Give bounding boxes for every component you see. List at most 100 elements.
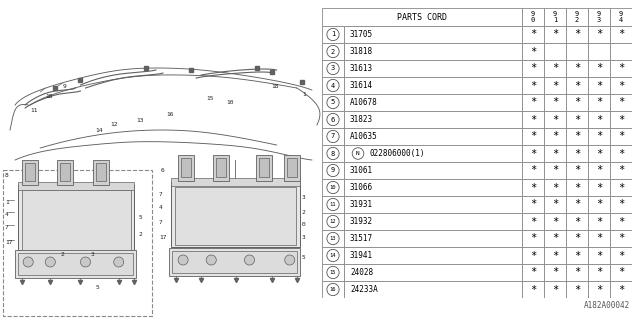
Text: 9
3: 9 3 <box>597 11 601 23</box>
Text: 8: 8 <box>331 150 335 156</box>
Text: *: * <box>574 217 580 227</box>
Bar <box>175 187 296 245</box>
Bar <box>344 196 522 213</box>
Text: 9
0: 9 0 <box>531 11 535 23</box>
Bar <box>544 128 566 145</box>
Bar <box>544 213 566 230</box>
Bar <box>588 179 610 196</box>
Text: *: * <box>596 268 602 277</box>
Bar <box>522 111 544 128</box>
Bar <box>22 160 38 185</box>
Text: *: * <box>596 251 602 260</box>
Text: *: * <box>552 148 558 158</box>
Text: *: * <box>530 217 536 227</box>
Text: 2: 2 <box>302 210 305 215</box>
Circle shape <box>327 232 339 244</box>
Text: 11: 11 <box>30 108 38 113</box>
Text: 15: 15 <box>330 270 336 275</box>
Bar <box>610 230 632 247</box>
Bar <box>284 155 300 181</box>
Bar <box>18 253 132 275</box>
Circle shape <box>206 255 216 265</box>
Bar <box>610 26 632 43</box>
Text: *: * <box>618 234 624 244</box>
Text: *: * <box>530 284 536 294</box>
Bar <box>3 170 152 316</box>
Bar <box>171 182 300 247</box>
Bar <box>522 264 544 281</box>
Bar <box>322 43 344 60</box>
Bar <box>344 128 522 145</box>
Bar <box>322 281 344 298</box>
Circle shape <box>327 96 339 108</box>
Text: 1: 1 <box>331 31 335 37</box>
Bar <box>566 60 588 77</box>
Bar <box>566 145 588 162</box>
Text: A182A00042: A182A00042 <box>584 301 630 310</box>
Text: *: * <box>530 81 536 91</box>
Bar <box>95 163 106 181</box>
Bar <box>322 145 344 162</box>
Bar <box>322 60 344 77</box>
Circle shape <box>327 198 339 211</box>
Bar <box>344 213 522 230</box>
Text: N: N <box>356 151 360 156</box>
Bar <box>544 8 566 26</box>
Text: *: * <box>530 268 536 277</box>
Text: 10: 10 <box>227 100 234 105</box>
Text: *: * <box>574 284 580 294</box>
Text: *: * <box>618 251 624 260</box>
Text: 3: 3 <box>331 66 335 71</box>
Text: 8: 8 <box>5 173 9 178</box>
Bar <box>344 60 522 77</box>
Text: *: * <box>552 81 558 91</box>
Text: *: * <box>574 268 580 277</box>
Bar <box>544 94 566 111</box>
Text: 17: 17 <box>159 235 166 240</box>
Text: *: * <box>530 234 536 244</box>
Text: 31517: 31517 <box>350 234 373 243</box>
Text: *: * <box>530 98 536 108</box>
Text: *: * <box>552 132 558 141</box>
Text: *: * <box>552 284 558 294</box>
Text: *: * <box>530 63 536 74</box>
Bar <box>544 281 566 298</box>
Circle shape <box>327 79 339 92</box>
Bar <box>588 60 610 77</box>
Text: *: * <box>530 165 536 175</box>
Bar <box>322 94 344 111</box>
Text: 1: 1 <box>302 92 305 97</box>
Bar <box>544 145 566 162</box>
Text: 12: 12 <box>111 122 118 127</box>
Circle shape <box>327 45 339 58</box>
Text: 6: 6 <box>331 116 335 123</box>
Bar <box>344 26 522 43</box>
Text: *: * <box>574 98 580 108</box>
Bar <box>588 43 610 60</box>
Bar <box>344 77 522 94</box>
Text: 13: 13 <box>330 236 336 241</box>
Bar <box>322 230 344 247</box>
Bar <box>566 230 588 247</box>
Bar <box>588 111 610 128</box>
Bar <box>93 160 109 185</box>
Bar <box>181 158 191 177</box>
Text: *: * <box>596 234 602 244</box>
Text: 15: 15 <box>206 96 214 101</box>
Bar <box>588 264 610 281</box>
Bar <box>610 179 632 196</box>
Bar <box>566 128 588 145</box>
Text: *: * <box>618 132 624 141</box>
Bar <box>544 60 566 77</box>
Bar <box>522 196 544 213</box>
Text: 16: 16 <box>330 287 336 292</box>
Bar <box>344 111 522 128</box>
Circle shape <box>327 249 339 262</box>
Text: 4: 4 <box>159 205 163 210</box>
Text: *: * <box>618 98 624 108</box>
Text: 6: 6 <box>161 168 164 173</box>
Circle shape <box>327 215 339 228</box>
Bar <box>566 162 588 179</box>
Circle shape <box>81 257 90 267</box>
Bar <box>610 111 632 128</box>
